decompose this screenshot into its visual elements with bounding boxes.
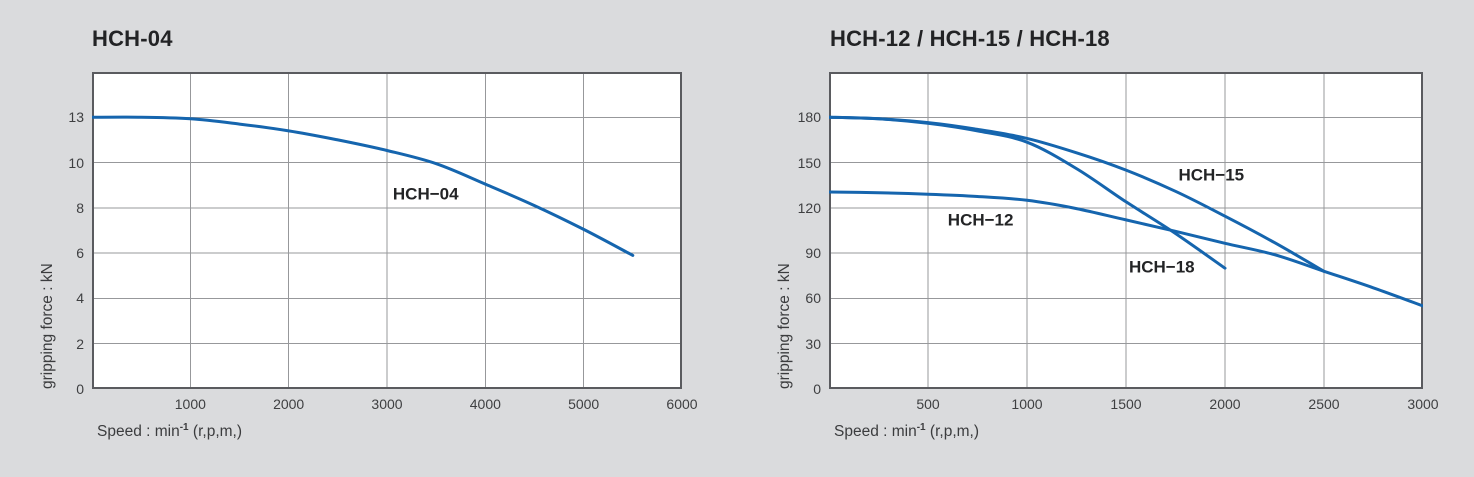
y-tick-label: 30 — [805, 335, 821, 352]
chart-title-hch04: HCH-04 — [92, 26, 173, 51]
y-axis-label: gripping force : kN — [38, 263, 58, 389]
y-tick-label: 120 — [797, 199, 821, 216]
y-tick-label: 0 — [813, 381, 821, 397]
x-tick-label: 3000 — [1407, 396, 1439, 412]
y-tick-label: 90 — [805, 245, 821, 262]
x-axis-label: Speed : min-1 (r,p,m,) — [834, 421, 980, 441]
x-axis-label-superscript: -1 — [916, 421, 926, 433]
curve-label-hch-18: HCH−18 — [1128, 257, 1195, 277]
y-tick-label: 150 — [797, 154, 821, 171]
x-tick-label: 6000 — [666, 396, 698, 412]
chart-canvas — [92, 72, 682, 389]
plot-border — [829, 72, 1423, 389]
x-axis-label-suffix: (r,p,m,) — [188, 423, 243, 440]
x-axis-label: Speed : min-1 (r,p,m,) — [97, 421, 243, 441]
plot-border — [92, 72, 682, 389]
curve-hch-04 — [92, 115, 635, 257]
x-tick-label: 1000 — [174, 396, 206, 412]
x-tick-label: 500 — [916, 396, 940, 412]
x-axis-label-suffix: (r,p,m,) — [925, 423, 980, 440]
x-tick-label: 1500 — [1110, 396, 1142, 412]
x-axis-label-superscript: -1 — [179, 421, 189, 433]
x-tick-label: 3000 — [371, 396, 403, 412]
chart-title-hch12-15-18: HCH-12 / HCH-15 / HCH-18 — [830, 26, 1110, 51]
curve-label-hch-15: HCH−15 — [1178, 165, 1245, 185]
plot-area-hch12-15-18: HCH−12 HCH−15 HCH−18 — [829, 72, 1423, 389]
x-tick-label: 2500 — [1308, 396, 1340, 412]
y-tick-label: 180 — [797, 109, 821, 126]
chart-canvas — [829, 72, 1423, 389]
x-tick-label: 2000 — [1209, 396, 1241, 412]
y-tick-label: 4 — [76, 290, 84, 307]
y-tick-label: 0 — [76, 381, 84, 397]
y-axis-label-text: gripping force : kN — [39, 263, 56, 389]
x-tick-label: 1000 — [1011, 396, 1043, 412]
curve-hch-18 — [829, 115, 1227, 270]
curve-label-hch-12: HCH−12 — [947, 210, 1014, 230]
y-axis-label: gripping force : kN — [775, 263, 795, 389]
x-tick-label: 4000 — [469, 396, 501, 412]
x-tick-label: 2000 — [273, 396, 305, 412]
y-tick-label: 10 — [68, 154, 84, 171]
plot-area-hch04: HCH−04 — [92, 72, 682, 389]
y-axis-label-text: gripping force : kN — [776, 263, 793, 389]
x-axis-label-prefix: Speed : min — [97, 423, 180, 440]
y-tick-label: 2 — [76, 335, 84, 352]
x-axis-label-prefix: Speed : min — [834, 423, 917, 440]
y-tick-label: 6 — [76, 245, 84, 262]
y-tick-label: 13 — [68, 109, 84, 126]
x-tick-label: 5000 — [568, 396, 600, 412]
y-tick-label: 60 — [805, 290, 821, 307]
curve-label-hch-04: HCH−04 — [392, 184, 459, 204]
y-tick-label: 8 — [76, 199, 84, 216]
